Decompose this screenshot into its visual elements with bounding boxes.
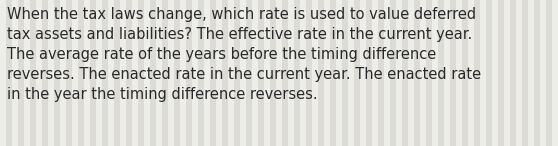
Text: When the tax laws change, which rate is used to value deferred
tax assets and li: When the tax laws change, which rate is … <box>7 7 482 102</box>
